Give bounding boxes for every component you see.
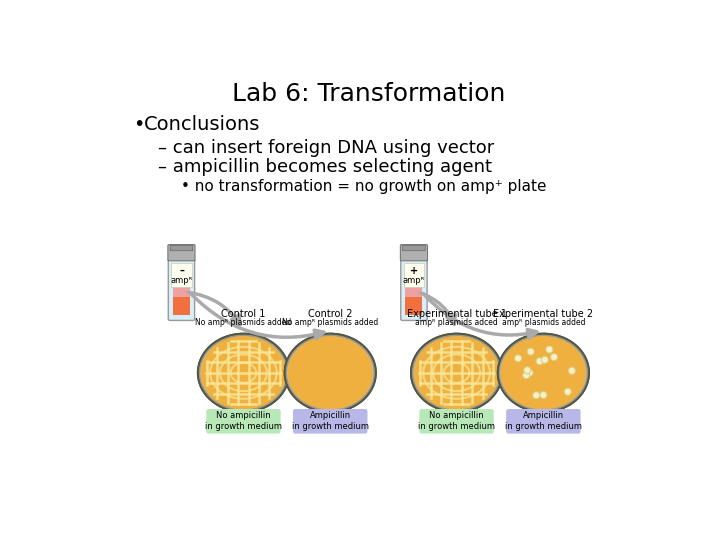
Text: –: – <box>179 266 184 276</box>
Circle shape <box>536 358 543 365</box>
Text: Control 2: Control 2 <box>308 309 353 319</box>
Text: • no transformation = no growth on amp⁺ plate: • no transformation = no growth on amp⁺ … <box>181 179 547 194</box>
Ellipse shape <box>498 334 589 412</box>
Bar <box>173 288 190 297</box>
Bar <box>173 275 190 288</box>
FancyBboxPatch shape <box>401 258 427 320</box>
Ellipse shape <box>287 336 373 410</box>
Ellipse shape <box>199 335 287 410</box>
Circle shape <box>527 348 534 355</box>
Text: Ampicillin
in growth medium: Ampicillin in growth medium <box>505 411 582 431</box>
FancyBboxPatch shape <box>170 245 193 251</box>
Circle shape <box>541 356 548 363</box>
FancyBboxPatch shape <box>206 409 281 434</box>
Circle shape <box>526 369 533 376</box>
Text: ampᴿ plasmids adced: ampᴿ plasmids adced <box>415 319 498 327</box>
Ellipse shape <box>411 334 503 412</box>
Text: – ampicillin becomes selecting agent: – ampicillin becomes selecting agent <box>158 158 492 176</box>
Text: No ampᴿ plasmids added: No ampᴿ plasmids added <box>282 319 379 327</box>
Bar <box>405 288 423 297</box>
FancyBboxPatch shape <box>171 264 192 287</box>
Ellipse shape <box>413 335 500 410</box>
Circle shape <box>523 367 531 374</box>
FancyBboxPatch shape <box>168 258 194 320</box>
Bar <box>405 297 423 315</box>
FancyBboxPatch shape <box>419 409 494 434</box>
Bar <box>405 275 423 288</box>
Text: +: + <box>410 266 418 276</box>
Text: ampᴿ plasmids added: ampᴿ plasmids added <box>502 319 585 327</box>
Text: Experimental tube 2: Experimental tube 2 <box>493 309 593 319</box>
Ellipse shape <box>414 336 499 410</box>
Text: No ampicillin
in growth medium: No ampicillin in growth medium <box>418 411 495 431</box>
Ellipse shape <box>198 334 289 412</box>
Circle shape <box>515 355 521 362</box>
Ellipse shape <box>201 336 286 410</box>
FancyBboxPatch shape <box>402 245 426 251</box>
Ellipse shape <box>500 335 588 410</box>
Circle shape <box>564 388 571 395</box>
Ellipse shape <box>500 336 586 410</box>
Text: – can insert foreign DNA using vector: – can insert foreign DNA using vector <box>158 139 495 157</box>
Text: ampᴿ: ampᴿ <box>171 276 192 285</box>
Bar <box>173 297 190 315</box>
Circle shape <box>523 372 530 379</box>
Circle shape <box>551 354 557 361</box>
Text: •: • <box>132 116 144 134</box>
Ellipse shape <box>284 334 376 412</box>
FancyBboxPatch shape <box>168 245 195 261</box>
Text: No ampicillin
in growth medium: No ampicillin in growth medium <box>205 411 282 431</box>
Circle shape <box>540 392 547 399</box>
Text: No ampᴿ plasmids added: No ampᴿ plasmids added <box>195 319 292 327</box>
Circle shape <box>533 392 540 399</box>
Circle shape <box>568 367 575 374</box>
FancyBboxPatch shape <box>293 409 367 434</box>
Text: Ampicillin
in growth medium: Ampicillin in growth medium <box>292 411 369 431</box>
FancyBboxPatch shape <box>404 264 424 287</box>
Text: Control 1: Control 1 <box>221 309 266 319</box>
Circle shape <box>546 346 553 353</box>
FancyBboxPatch shape <box>506 409 580 434</box>
Text: Conclusions: Conclusions <box>144 116 261 134</box>
Text: Lab 6: Transformation: Lab 6: Transformation <box>233 82 505 106</box>
Ellipse shape <box>287 335 374 410</box>
Text: Experimental tube 1: Experimental tube 1 <box>407 309 507 319</box>
FancyBboxPatch shape <box>400 245 428 261</box>
Text: ampᴿ: ampᴿ <box>402 276 425 285</box>
